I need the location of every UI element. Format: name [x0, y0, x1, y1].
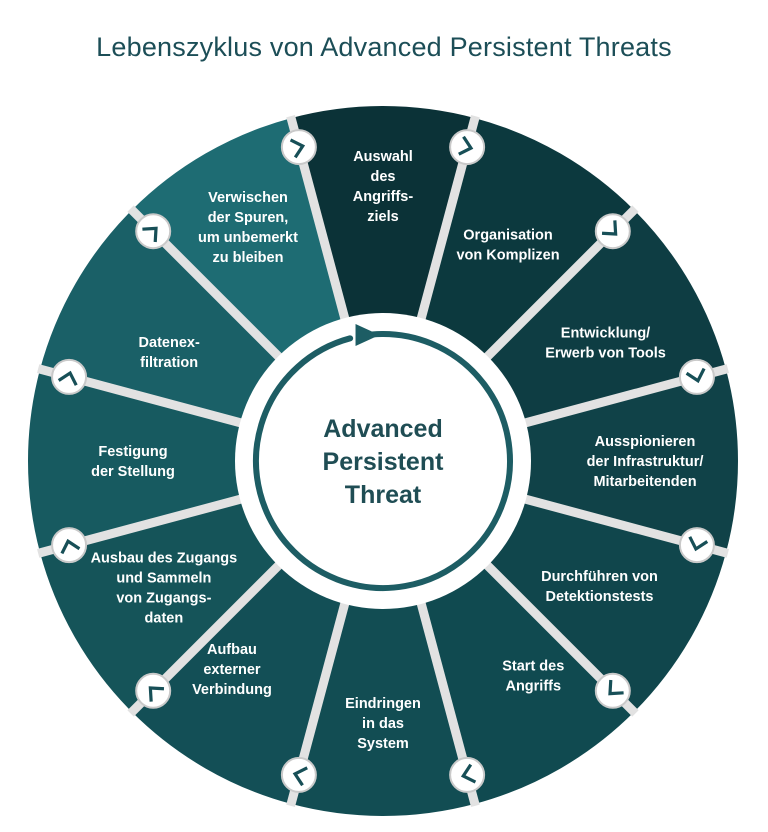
- step-label-line: und Sammeln: [116, 571, 211, 587]
- transition-nodes: [51, 129, 715, 793]
- step-label-line: Verbindung: [192, 682, 272, 698]
- segment-8: [131, 552, 350, 804]
- step-label-line: ziels: [367, 209, 398, 225]
- step-label-line: um unbemerkt: [198, 230, 298, 246]
- step-label-10: Festigung der Stellung: [91, 444, 175, 480]
- step-label-line: Organisation: [463, 227, 552, 243]
- step-label-line: Angriffs: [505, 679, 561, 695]
- step-label-line: externer: [203, 662, 261, 678]
- segment-labels: Auswahl des Angriffs-ziels Organisation von …: [91, 149, 704, 752]
- step-label-line: Auswahl: [353, 149, 413, 165]
- chevron-node-icon: [449, 756, 486, 793]
- step-label-line: Angriffs-: [353, 189, 414, 205]
- diagram-title: Lebenszyklus von Advanced Persistent Thr…: [96, 32, 672, 62]
- segment-3: [474, 209, 726, 428]
- chevron-node-icon: [594, 213, 631, 250]
- step-label-4: Ausspionieren der Infrastruktur/Mitarbeit…: [587, 434, 704, 490]
- cycle-arrow-ring: [253, 331, 513, 591]
- segment-5: [474, 494, 726, 713]
- segment-2: [416, 118, 635, 370]
- chevron-node-icon: [51, 527, 88, 564]
- center-label: Advanced Persistent Threat: [323, 415, 445, 509]
- center-disc: [235, 313, 531, 609]
- center-label-line: Persistent: [323, 448, 445, 476]
- step-label-2: Organisation von Komplizen: [456, 227, 559, 263]
- chevron-node-icon: [678, 527, 715, 564]
- step-label-line: filtration: [140, 355, 198, 371]
- segment-11: [40, 209, 292, 428]
- step-label-6: Start des Angriffs: [502, 659, 564, 695]
- step-label-line: der Infrastruktur/: [587, 454, 704, 470]
- step-label-9: Ausbau des Zugangs und Sammeln von Zugangs…: [91, 551, 238, 627]
- step-label-line: Verwischen: [208, 190, 288, 206]
- chevron-node-icon: [449, 129, 486, 166]
- step-label-7: Eindringen in das System: [345, 696, 421, 752]
- step-label-line: daten: [145, 611, 184, 627]
- chevron-node-icon: [678, 358, 715, 395]
- step-label-line: Durchführen von: [541, 569, 658, 585]
- chevron-node-icon: [135, 213, 172, 250]
- step-label-8: Aufbau externer Verbindung: [192, 642, 272, 698]
- step-label-line: von Zugangs-: [116, 591, 211, 607]
- chevron-node-icon: [280, 756, 317, 793]
- step-label-3: Entwicklung/Erwerb von Tools: [545, 326, 666, 362]
- step-label-line: Datenex-: [139, 335, 200, 351]
- step-label-12: Verwischen der Spuren, um unbemerkt zu blei…: [198, 190, 298, 266]
- step-label-line: in das: [362, 716, 404, 732]
- step-label-line: Detektionstests: [546, 589, 654, 605]
- step-label-line: Aufbau: [207, 642, 257, 658]
- center-label-line: Threat: [345, 481, 422, 509]
- step-label-line: Start des: [502, 659, 564, 675]
- step-label-line: Festigung: [98, 444, 167, 460]
- chevron-node-icon: [135, 672, 172, 709]
- center-label-line: Advanced: [323, 415, 442, 443]
- chevron-node-icon: [51, 358, 88, 395]
- step-label-line: des: [371, 169, 396, 185]
- step-label-line: Eindringen: [345, 696, 421, 712]
- step-label-line: Mitarbeitenden: [593, 474, 696, 490]
- step-label-line: Ausspionieren: [595, 434, 696, 450]
- step-label-line: Entwicklung/: [561, 326, 650, 342]
- step-label-line: Ausbau des Zugangs: [91, 551, 238, 567]
- step-label-line: von Komplizen: [456, 247, 559, 263]
- step-label-line: System: [357, 736, 409, 752]
- segment-6: [416, 552, 635, 804]
- step-label-line: zu bleiben: [213, 250, 284, 266]
- chevron-node-icon: [594, 672, 631, 709]
- step-label-11: Datenex-filtration: [139, 335, 200, 371]
- step-label-line: der Stellung: [91, 464, 175, 480]
- step-label-5: Durchführen von Detektionstests: [541, 569, 658, 605]
- chevron-node-icon: [280, 129, 317, 166]
- step-label-line: Erwerb von Tools: [545, 346, 666, 362]
- cycle-arrow-head-icon: [355, 323, 380, 346]
- step-label-1: Auswahl des Angriffs-ziels: [353, 149, 414, 225]
- segment-12: [131, 118, 350, 370]
- step-label-line: der Spuren,: [208, 210, 289, 226]
- segment-9: [40, 494, 292, 713]
